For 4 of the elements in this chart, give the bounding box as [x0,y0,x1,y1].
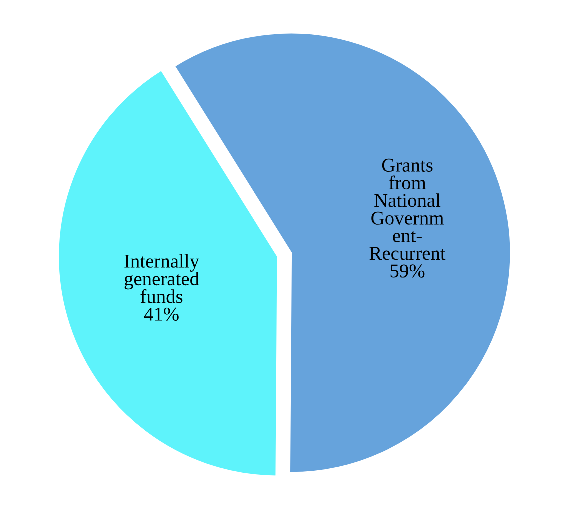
data-label: 41% [144,308,179,322]
slice-label: Grants from National Governm ent- Recurrent [370,158,446,260]
data-label: 59% [390,264,425,278]
slice-label: Internally generated funds [124,254,200,304]
